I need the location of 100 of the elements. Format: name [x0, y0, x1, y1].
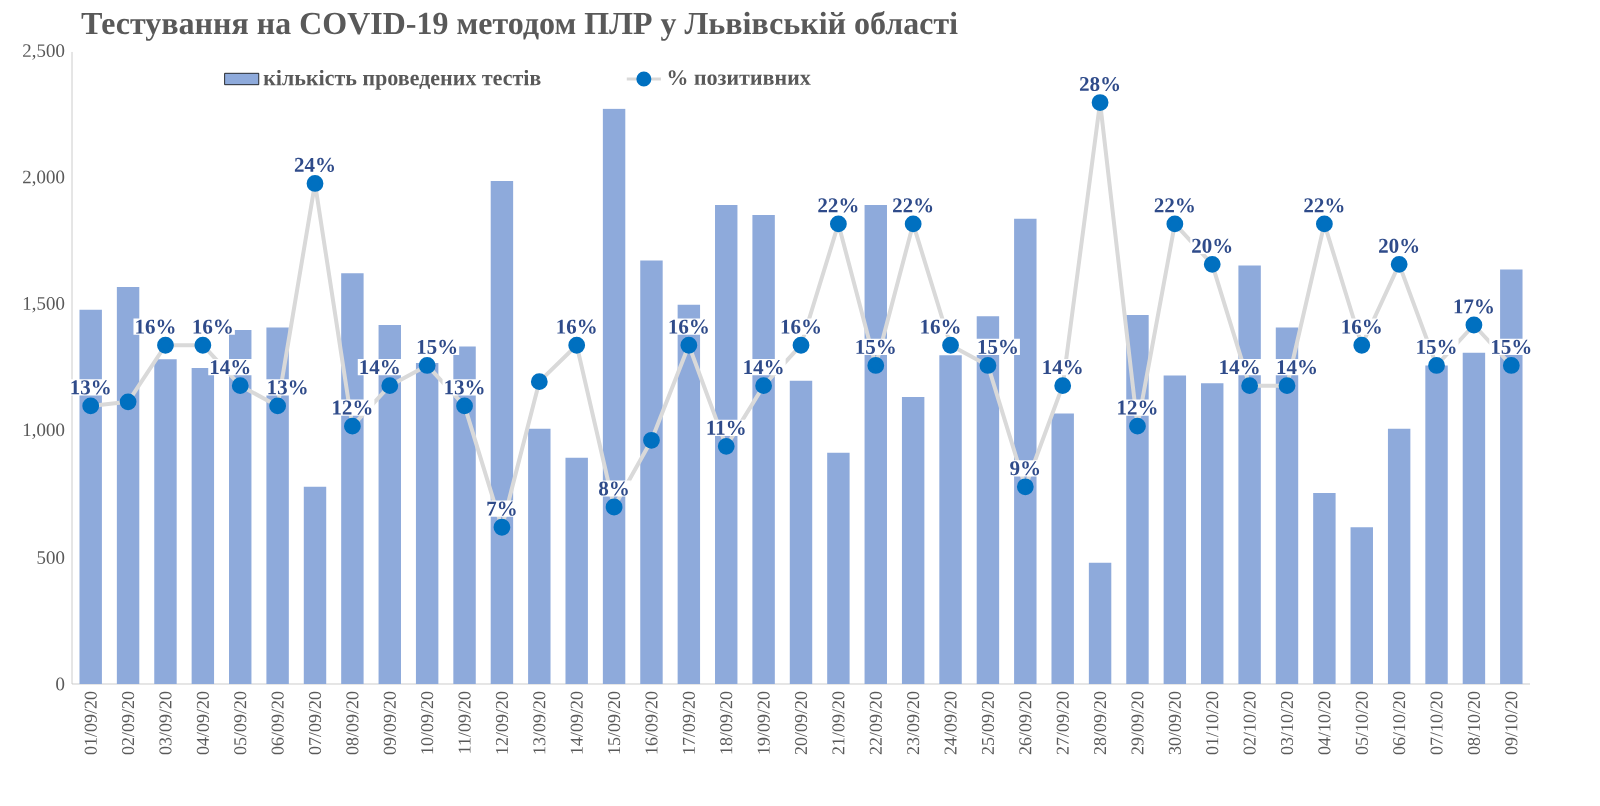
data-label: 22% [1304, 198, 1344, 213]
point [1428, 357, 1445, 374]
bar [528, 428, 551, 684]
x-tick-label: 17/09/20 [682, 691, 695, 754]
point [157, 336, 174, 354]
bar [939, 355, 962, 684]
bar [1201, 383, 1224, 684]
x-tick-label: 12/09/20 [495, 691, 509, 754]
bar [1088, 562, 1112, 684]
legend-label: кількість проведених тестів [263, 69, 541, 90]
point [119, 393, 137, 411]
data-label: 22% [818, 198, 858, 213]
x-tick-label: 15/09/20 [608, 691, 621, 754]
bar [1163, 375, 1187, 684]
data-label: 16% [557, 319, 596, 334]
point [1054, 377, 1072, 395]
x-tick-label: 16/09/20 [645, 691, 658, 754]
bar [1051, 413, 1074, 684]
point [1315, 215, 1333, 233]
data-label: 13% [71, 380, 110, 395]
x-tick-label: 06/09/20 [271, 691, 284, 755]
x-tick-label: 02/10/20 [1243, 691, 1256, 755]
x-tick-label: 03/10/20 [1280, 691, 1294, 755]
x-tick-label: 07/09/20 [308, 691, 322, 755]
data-label: 12% [333, 400, 372, 415]
chart-title: Тестування на COVID-19 методом ПЛР у Львівській області [81, 11, 958, 41]
point [979, 357, 997, 374]
bar [565, 457, 588, 684]
data-label: 11% [707, 420, 745, 435]
bar [1387, 428, 1411, 684]
point [829, 215, 847, 233]
data-label: 22% [893, 198, 933, 213]
bar [789, 380, 813, 684]
x-tick-label: 08/09/20 [346, 691, 359, 755]
point [456, 397, 473, 415]
data-label: 16% [136, 319, 175, 334]
data-label: 20% [1379, 238, 1419, 253]
point [1166, 215, 1184, 233]
data-label: 13% [445, 380, 484, 395]
point [381, 377, 399, 395]
bar [415, 362, 439, 684]
data-label: 15% [1492, 339, 1531, 355]
point [493, 518, 511, 536]
data-label: 15% [978, 339, 1017, 355]
x-tick-label: 04/10/20 [1318, 691, 1331, 755]
x-tick-label: 18/09/20 [720, 691, 733, 754]
x-tick-label: 06/10/20 [1393, 691, 1406, 755]
x-tick-label: 02/09/20 [122, 691, 135, 755]
y-tick-label: 2,500 [23, 44, 65, 60]
bar [1462, 352, 1486, 684]
data-label: 16% [193, 319, 232, 334]
x-tick-label: 08/10/20 [1467, 691, 1481, 755]
data-label: 9% [1010, 461, 1040, 476]
data-label: 15% [856, 339, 895, 355]
data-label: 16% [669, 319, 708, 334]
x-tick-label: 01/09/20 [84, 691, 97, 755]
x-tick-label: 29/09/20 [1131, 691, 1144, 755]
x-tick-label: 10/09/20 [421, 691, 434, 754]
point [1091, 94, 1109, 111]
y-tick-label: 1,000 [23, 423, 65, 439]
point [867, 357, 885, 374]
data-label: 14% [210, 360, 250, 375]
data-label: 14% [744, 360, 783, 375]
data-label: 14% [360, 360, 399, 375]
data-label: 20% [1192, 238, 1232, 253]
x-tick-label: 13/09/20 [533, 691, 546, 754]
point [643, 431, 660, 449]
data-label: 22% [1154, 198, 1194, 213]
x-tick-label: 28/09/20 [1094, 691, 1107, 755]
data-label: 7% [487, 501, 516, 516]
point [942, 336, 959, 354]
x-tick-label: 11/09/20 [458, 691, 471, 753]
bar [1313, 493, 1336, 684]
y-tick-label: 0 [56, 677, 65, 691]
x-tick-label: 24/09/20 [944, 691, 957, 755]
data-label: 15% [417, 339, 457, 355]
bar [901, 397, 925, 684]
y-tick-label: 2,000 [23, 170, 65, 187]
x-tick-label: 20/09/20 [794, 691, 808, 755]
x-tick-label: 22/09/20 [869, 691, 882, 755]
point [343, 417, 361, 435]
point [717, 437, 735, 455]
data-label: 17% [1454, 299, 1493, 314]
bar [154, 359, 177, 684]
data-label: 8% [599, 481, 628, 496]
x-tick-label: 05/09/20 [234, 691, 247, 755]
data-label: 16% [921, 319, 960, 334]
point [904, 215, 922, 233]
y-tick-label: 1,500 [23, 297, 65, 313]
point [568, 336, 586, 354]
data-label: 15% [1417, 339, 1456, 355]
x-tick-label: 09/09/20 [383, 691, 396, 755]
point [231, 377, 249, 395]
x-tick-label: 01/10/20 [1206, 691, 1219, 755]
point [1278, 377, 1296, 395]
data-label: 24% [294, 157, 335, 173]
data-label: 14% [1220, 360, 1259, 375]
x-tick-label: 19/09/20 [757, 691, 770, 754]
data-label: 16% [1342, 319, 1381, 334]
x-tick-label: 21/09/20 [832, 691, 845, 755]
